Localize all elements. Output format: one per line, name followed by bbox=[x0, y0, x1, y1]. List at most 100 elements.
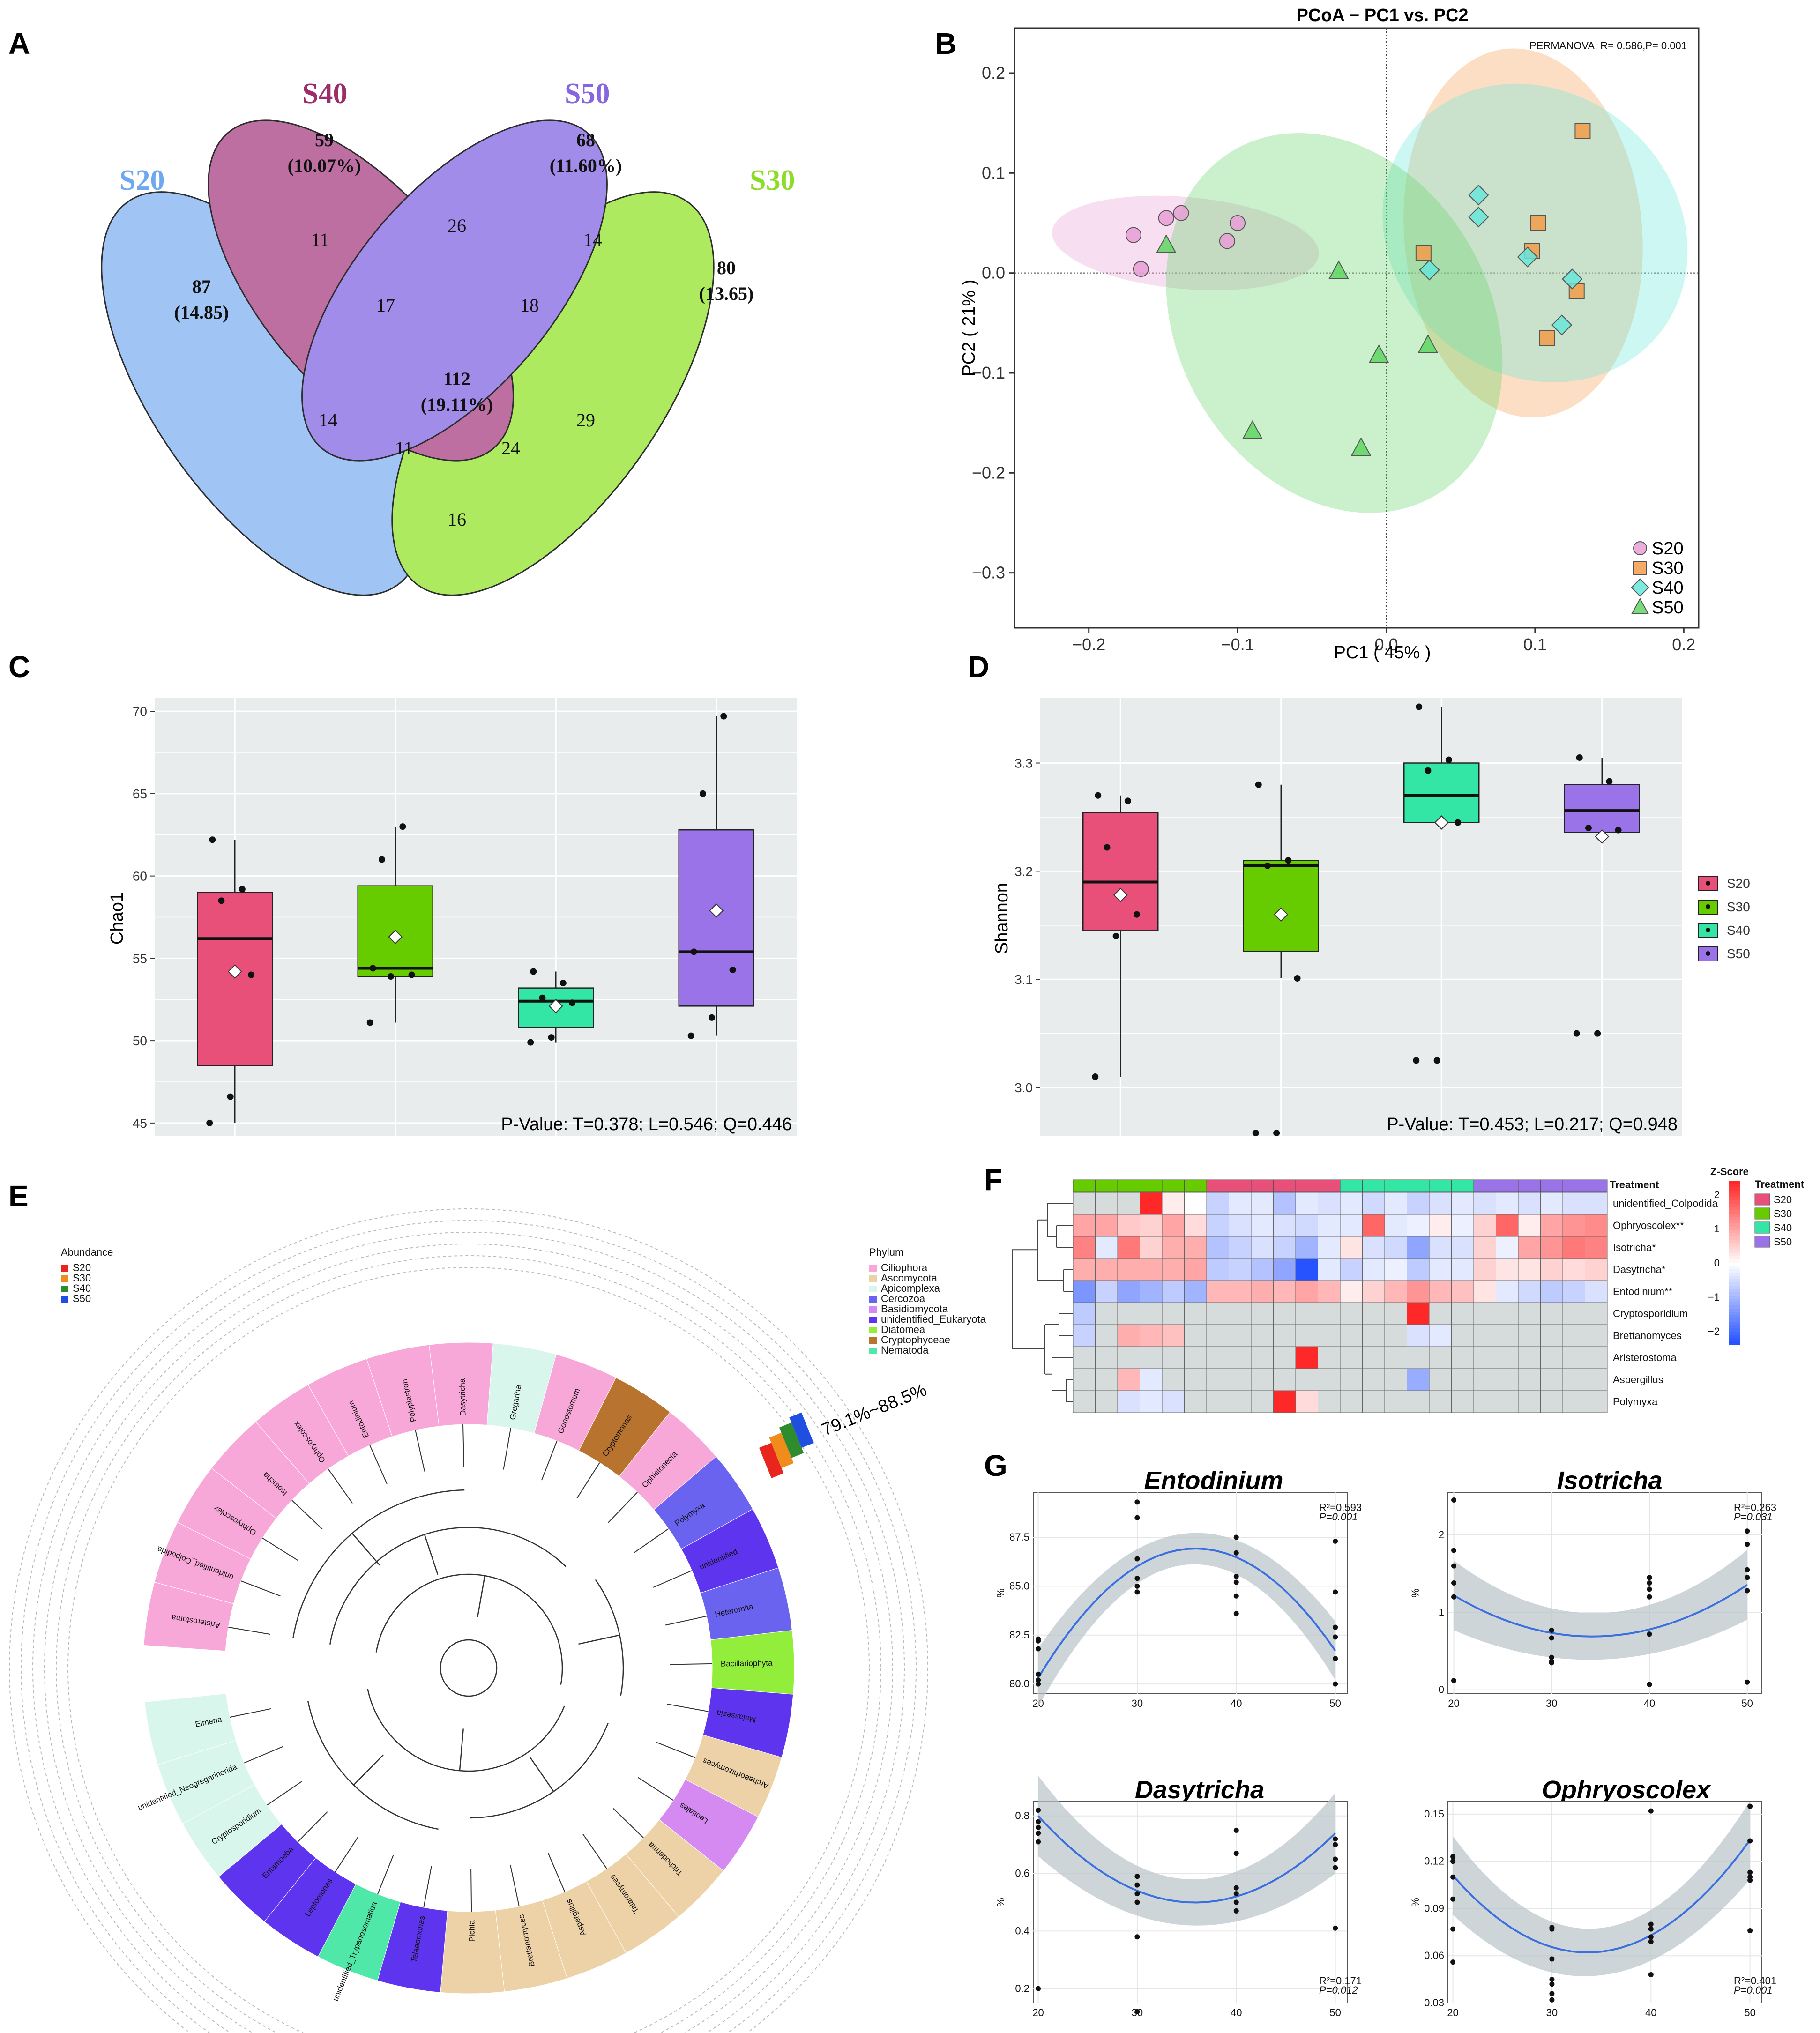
heatmap-cell bbox=[1518, 1324, 1541, 1347]
box-mean-s40 bbox=[548, 998, 563, 1013]
heatmap-cell bbox=[1295, 1324, 1318, 1347]
dasytricha-fit-line bbox=[1037, 1815, 1336, 1904]
phylum-legend-key bbox=[869, 1348, 877, 1354]
venn-count-s30-only: 80 bbox=[717, 257, 736, 278]
zscore-colorbar-step bbox=[1729, 1197, 1740, 1201]
heatmap-row-label: unidentified_Colpodida bbox=[1613, 1198, 1718, 1209]
pcoa-point-s20 bbox=[1219, 233, 1235, 249]
heatmap-cell bbox=[1362, 1236, 1385, 1259]
isotricha-ytick-label: 0 bbox=[1439, 1684, 1444, 1696]
tree-branch bbox=[291, 1500, 323, 1530]
heatmap-cell bbox=[1073, 1368, 1096, 1391]
heatmap-cell bbox=[1407, 1192, 1430, 1215]
isotricha-point bbox=[1647, 1586, 1652, 1592]
heatmap-cell bbox=[1384, 1280, 1407, 1303]
ophryoscolex-point bbox=[1648, 1926, 1654, 1932]
dasytricha-point bbox=[1036, 1839, 1041, 1845]
zscore-colorbar-step bbox=[1729, 1233, 1740, 1237]
heatmap-cell bbox=[1429, 1346, 1452, 1369]
zscore-colorbar-step bbox=[1729, 1286, 1740, 1289]
venn-count-s50-only: 68 bbox=[576, 129, 595, 150]
ophryoscolex-point bbox=[1549, 1981, 1555, 1987]
pcoa-legend-label-s50: S50 bbox=[1652, 598, 1684, 618]
pcoa-point-s50 bbox=[1350, 437, 1372, 456]
heatmap-cell bbox=[1251, 1192, 1274, 1215]
heatmap-cell bbox=[1295, 1302, 1318, 1325]
heatmap-cell bbox=[1273, 1214, 1296, 1237]
dasytricha-point bbox=[1036, 1986, 1041, 1991]
isotricha-point bbox=[1549, 1654, 1554, 1660]
heatmap-cell bbox=[1407, 1302, 1430, 1325]
treatment-legend-label-s30: S30 bbox=[1774, 1208, 1792, 1220]
heatmap-row-label: Aristerostoma bbox=[1613, 1352, 1677, 1363]
venn-count-s20-s40-s50: 17 bbox=[376, 295, 395, 316]
heatmap-cell bbox=[1229, 1192, 1252, 1215]
ophryoscolex-stat: P=0.001 bbox=[1734, 1984, 1773, 1996]
tree-branch bbox=[608, 1492, 638, 1523]
box-point-s20 bbox=[227, 1093, 234, 1100]
zscore-colorbar-step bbox=[1729, 1214, 1740, 1217]
heatmap-cell bbox=[1162, 1390, 1185, 1413]
box-point-s30 bbox=[366, 1019, 373, 1026]
heatmap-treatment-cell-s40 bbox=[1451, 1179, 1474, 1192]
isotricha-xtick-label: 20 bbox=[1448, 1698, 1459, 1709]
tree-abundance-bar-s50 bbox=[789, 1412, 814, 1448]
heatmap-cell bbox=[1496, 1236, 1519, 1259]
zscore-colorbar-step bbox=[1729, 1338, 1740, 1342]
pcoa-ellipse-s30 bbox=[1403, 48, 1643, 418]
shannon-legend-label-s40: S40 bbox=[1727, 923, 1750, 938]
heatmap-cell bbox=[1540, 1258, 1563, 1281]
heatmap-row-label: Brettanomyces bbox=[1613, 1330, 1682, 1341]
heatmap-treatment-cell-s50 bbox=[1496, 1179, 1519, 1192]
zscore-colorbar-step bbox=[1729, 1256, 1740, 1260]
zscore-colorbar-step bbox=[1729, 1292, 1740, 1296]
panel-d-shannon: D 3.0 3.1 3.2 3.3 P-Value: T=0.453; L=0.217… bbox=[968, 650, 1750, 1137]
heatmap-cell bbox=[1429, 1214, 1452, 1237]
isotricha-stat: R²=0.263 bbox=[1734, 1502, 1776, 1513]
venn-count-s20-s30: 16 bbox=[448, 509, 466, 530]
pcoa-ytick-label: 0.0 bbox=[982, 263, 1005, 283]
pcoa-point-s40 bbox=[1551, 314, 1573, 335]
box-point-s30 bbox=[388, 973, 395, 980]
ophryoscolex-ytick-label: 0.06 bbox=[1424, 1950, 1444, 1961]
heatmap-cell bbox=[1318, 1258, 1341, 1281]
pcoa-ytick-label: −0.1 bbox=[972, 363, 1005, 382]
zscore-colorbar-step bbox=[1729, 1243, 1740, 1247]
ophryoscolex-ytick-label: 0.09 bbox=[1424, 1902, 1444, 1914]
isotricha-ytick-label: 1 bbox=[1439, 1606, 1444, 1618]
heatmap-treatment-cell-s20 bbox=[1295, 1179, 1318, 1192]
abundance-legend-key-s30 bbox=[61, 1275, 68, 1282]
tree-branch bbox=[415, 1430, 425, 1472]
heatmap-cell bbox=[1562, 1214, 1585, 1237]
heatmap-cell bbox=[1473, 1346, 1496, 1369]
zscore-colorbar-step bbox=[1729, 1220, 1740, 1224]
zscore-colorbar-step bbox=[1729, 1240, 1740, 1244]
dasytricha-point bbox=[1233, 1891, 1239, 1897]
tree-branch bbox=[267, 1781, 303, 1806]
heatmap-treatment-cell-s30 bbox=[1095, 1179, 1118, 1192]
zscore-colorbar-step bbox=[1729, 1236, 1740, 1240]
isotricha-point bbox=[1647, 1631, 1652, 1637]
box-s30 bbox=[1243, 860, 1319, 952]
tree-branch bbox=[612, 1808, 644, 1838]
zscore-colorbar-step bbox=[1729, 1322, 1740, 1326]
treatment-legend-label-s50: S50 bbox=[1774, 1236, 1792, 1248]
venn-label-s20: S20 bbox=[119, 164, 164, 196]
pcoa-permanova: PERMANOVA: R= 0.586,P= 0.001 bbox=[1529, 40, 1687, 52]
dasytricha-point bbox=[1333, 1836, 1338, 1842]
entodinium-point bbox=[1333, 1681, 1338, 1687]
heatmap-cell bbox=[1273, 1390, 1296, 1413]
phylum-legend: Phylum CiliophoraAscomycotaApicomplexaCe… bbox=[869, 1246, 986, 1356]
venn-pct-s40-only: (10.07%) bbox=[288, 155, 361, 176]
heatmap-cell bbox=[1362, 1368, 1385, 1391]
heatmap-cell bbox=[1473, 1258, 1496, 1281]
ophryoscolex-xtick-label: 20 bbox=[1447, 2007, 1458, 2018]
heatmap-treatment-cell-s50 bbox=[1562, 1179, 1585, 1192]
heatmap-cell bbox=[1585, 1324, 1608, 1347]
heatmap-cell bbox=[1095, 1236, 1118, 1259]
ophryoscolex-point bbox=[1549, 1956, 1555, 1962]
heatmap-cell bbox=[1451, 1368, 1474, 1391]
panel-a-venn: A S20 S40 S50 S30 87 (14.85) 59 (10.07%)… bbox=[8, 27, 795, 596]
zscore-colorbar-step bbox=[1729, 1204, 1740, 1207]
abundance-legend-label-s20: S20 bbox=[73, 1262, 91, 1273]
